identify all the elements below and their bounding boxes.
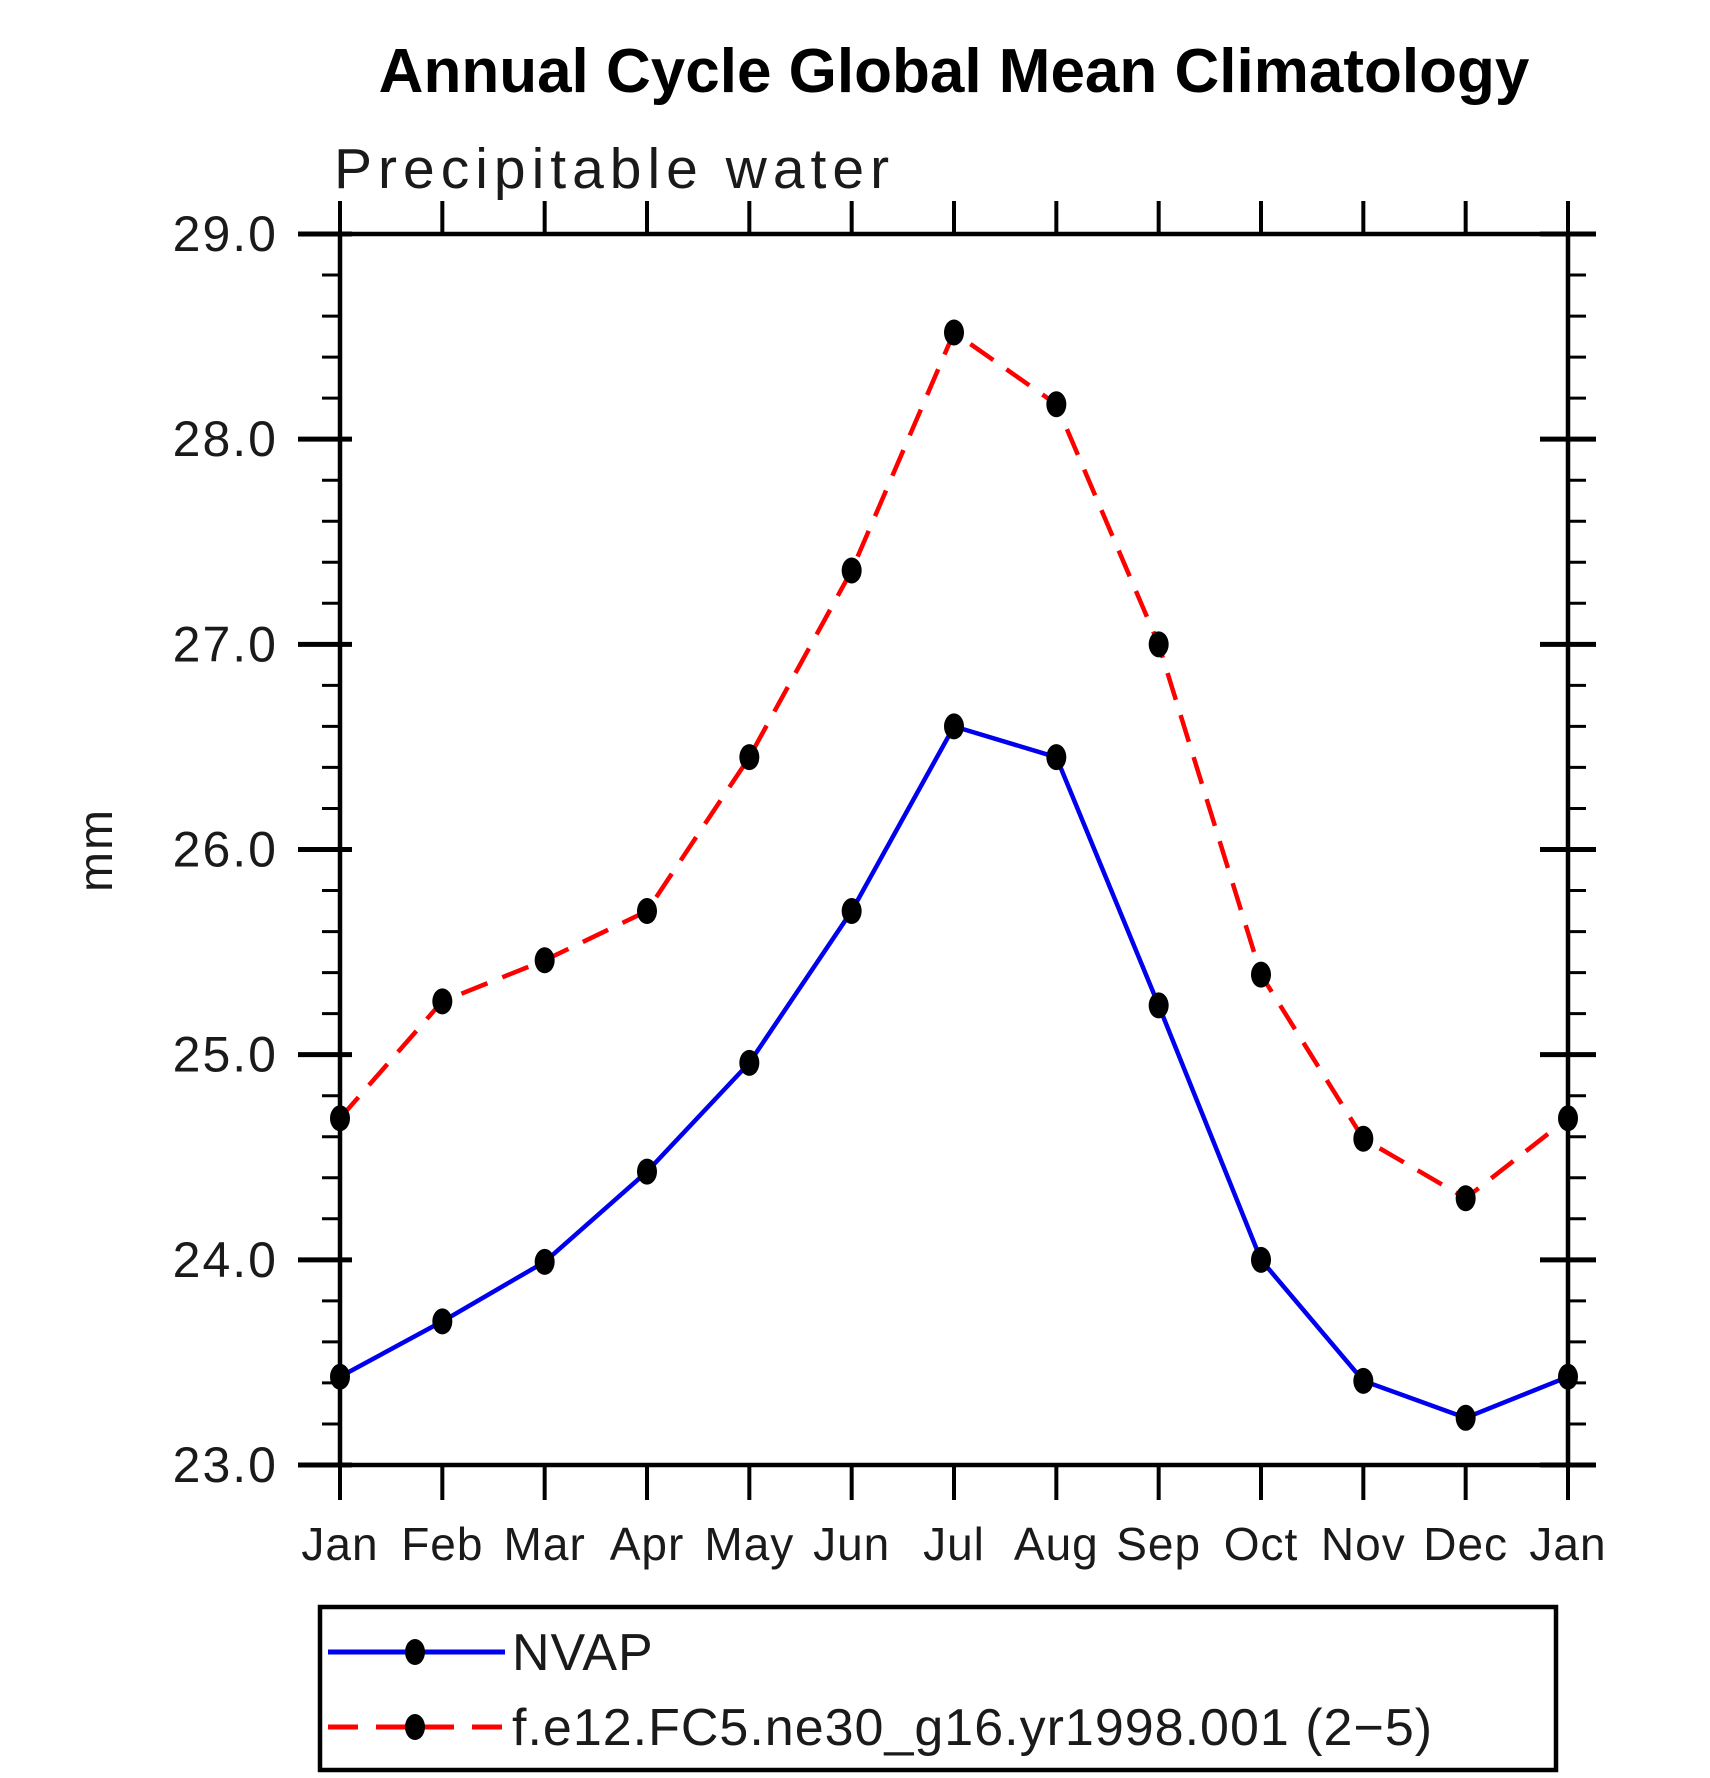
y-tick-label: 23.0 (173, 1437, 278, 1493)
plot-frame (337, 231, 1571, 1468)
data-point-marker-nvap (1455, 1404, 1476, 1431)
data-point-marker-model (1046, 391, 1067, 418)
series-nvap-line (338, 723, 1569, 1421)
x-tick-label: Feb (401, 1518, 483, 1570)
x-tick-label: Nov (1321, 1518, 1406, 1570)
x-tick-label: Sep (1116, 1518, 1201, 1570)
y-tick-label: 27.0 (173, 616, 278, 672)
data-point-marker-nvap (1148, 992, 1169, 1019)
chart-subtitle: Precipitable water (334, 137, 895, 201)
data-point-marker-nvap (534, 1248, 555, 1275)
legend-box (317, 1604, 1559, 1773)
x-tick-label: Jul (923, 1518, 985, 1570)
x-tick-label: Apr (610, 1518, 685, 1570)
y-tick-label: 26.0 (173, 822, 278, 878)
data-point-marker-nvap (1558, 1363, 1578, 1390)
x-tick-label: Dec (1423, 1518, 1508, 1570)
data-point-marker-nvap (841, 898, 862, 925)
y-tick-label: 24.0 (173, 1232, 278, 1288)
series-model-line (338, 329, 1570, 1201)
y-axis-unit-label: mm (70, 808, 123, 892)
legend: NVAP f.e12.FC5.ne30_g16.yr1998.001 (2−5) (317, 1604, 1559, 1773)
data-point-marker-model (1251, 961, 1271, 988)
data-point-marker-nvap (739, 1049, 760, 1076)
data-point-marker-model (841, 557, 862, 584)
data-point-marker-nvap (330, 1363, 350, 1390)
data-point-marker-model (637, 898, 657, 925)
data-point-marker-model (739, 744, 760, 771)
data-point-marker-nvap (637, 1158, 657, 1185)
data-point-marker-model (944, 319, 964, 346)
chart-title: Annual Cycle Global Mean Climatology (379, 37, 1530, 106)
y-tick-label: 28.0 (173, 411, 278, 467)
legend-label-nvap: NVAP (512, 1624, 654, 1682)
data-point-marker-nvap (1353, 1367, 1374, 1394)
legend-marker-model (405, 1714, 425, 1740)
legend-marker-nvap (405, 1639, 425, 1665)
data-point-marker-model (330, 1105, 350, 1132)
x-tick-label: Jan (301, 1518, 378, 1570)
data-point-marker-nvap (1046, 744, 1067, 771)
y-tick-label: 25.0 (173, 1027, 278, 1083)
data-point-marker-model (1455, 1185, 1476, 1212)
x-tick-label: Aug (1014, 1518, 1099, 1570)
data-point-marker-model (1558, 1105, 1578, 1132)
plot-area: Jan Feb Mar Apr May Jun Jul Aug Sep Oct Nov Dec Jan 2… (173, 201, 1606, 1570)
data-point-marker-nvap (432, 1308, 453, 1335)
data-point-marker-nvap (1251, 1246, 1271, 1273)
x-tick-label: Jan (1529, 1518, 1606, 1570)
data-point-marker-model (432, 988, 453, 1015)
y-tick-label: 29.0 (173, 206, 278, 262)
x-tick-label: Oct (1224, 1518, 1299, 1570)
x-tick-label: Jun (813, 1518, 890, 1570)
legend-label-model: f.e12.FC5.ne30_g16.yr1998.001 (2−5) (512, 1699, 1433, 1757)
data-point-marker-nvap (944, 713, 964, 740)
x-tick-label: Mar (504, 1518, 586, 1570)
data-point-marker-model (1353, 1125, 1374, 1152)
data-point-marker-model (1148, 631, 1169, 658)
data-point-marker-model (534, 947, 555, 974)
x-tick-label: May (704, 1518, 794, 1570)
